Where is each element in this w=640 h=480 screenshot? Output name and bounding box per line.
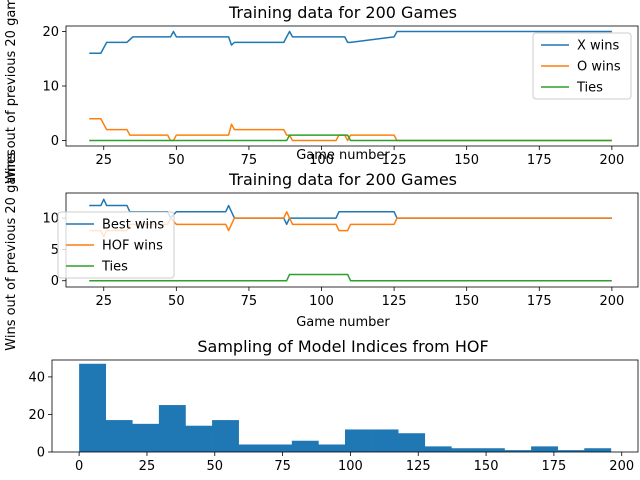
chart-title: Training data for 200 Games [228, 3, 457, 22]
series-line-o-wins [89, 117, 612, 142]
y-tick-label: 0 [37, 446, 45, 461]
x-tick-label: 100 [309, 153, 334, 168]
x-tick-label: 100 [338, 459, 363, 474]
series-line-ties [89, 134, 612, 142]
top-line-chart: Training data for 200 Games Game number … [42, 3, 639, 168]
y-tick-label: 0 [51, 134, 59, 149]
legend-label: X wins [577, 39, 620, 54]
legend-box [57, 211, 175, 279]
x-tick-label: 150 [454, 294, 479, 309]
y-axis-label-top: Wins out of previous 20 games [4, 0, 19, 184]
histogram-bar [477, 448, 505, 452]
x-tick-label: 175 [541, 459, 566, 474]
x-tick-label: 200 [599, 153, 624, 168]
histogram-bar [424, 446, 452, 452]
histogram-bar [584, 448, 612, 452]
y-tick-label: 10 [42, 80, 59, 95]
histogram-bar [371, 429, 399, 452]
x-axis-label: Game number [296, 148, 390, 163]
x-tick-label: 125 [406, 459, 431, 474]
histogram-bar [212, 420, 239, 452]
histogram-bar [398, 433, 426, 452]
x-tick-label: 25 [95, 294, 112, 309]
y-tick-label: 10 [42, 212, 59, 227]
x-tick-label: 75 [274, 459, 291, 474]
histogram-bar [185, 425, 213, 452]
y-tick-label: 40 [28, 370, 45, 385]
x-tick-label: 175 [527, 153, 552, 168]
x-tick-label: 150 [454, 153, 479, 168]
x-tick-label: 100 [309, 294, 334, 309]
x-tick-label: 75 [241, 153, 258, 168]
x-tick-label: 200 [599, 294, 624, 309]
histogram-bar [132, 423, 160, 452]
histogram-chart: Sampling of Model Indices from HOF 0 25 50… [28, 337, 639, 474]
series-line-ties [89, 273, 612, 282]
histogram-bar [158, 405, 186, 452]
histogram-bar [345, 429, 372, 452]
x-tick-label: 25 [95, 153, 112, 168]
legend-label: O wins [577, 60, 621, 75]
legend-box [532, 32, 632, 100]
histogram-bar [238, 444, 266, 452]
x-tick-label: 200 [609, 459, 634, 474]
chart-title: Training data for 200 Games [228, 170, 457, 189]
y-tick-label: 0 [51, 274, 59, 289]
y-tick-label: 20 [28, 408, 45, 423]
axes-spines [51, 359, 639, 453]
x-tick-label: 25 [139, 459, 156, 474]
x-tick-label: 50 [168, 294, 185, 309]
x-tick-label: 125 [382, 294, 407, 309]
y-tick-label: 5 [51, 243, 59, 258]
histogram-bar [451, 448, 479, 452]
histogram-bar [557, 450, 585, 452]
histogram-bar [504, 450, 532, 452]
histogram-bar [291, 440, 319, 452]
y-axis-label-middle: Wins out of previous 20 games [4, 149, 19, 351]
x-tick-label: 125 [382, 153, 407, 168]
chart-title: Sampling of Model Indices from HOF [197, 337, 488, 356]
x-tick-label: 0 [75, 459, 83, 474]
legend-label: HOF wins [102, 239, 163, 254]
y-tick-label: 20 [42, 25, 59, 40]
x-tick-label: 50 [207, 459, 224, 474]
legend-label: Ties [576, 81, 603, 96]
legend-label: Ties [101, 260, 128, 275]
histogram-bar [318, 444, 346, 452]
x-tick-label: 150 [474, 459, 499, 474]
legend-label: Best wins [102, 218, 164, 233]
x-tick-label: 175 [527, 294, 552, 309]
histogram-bar [265, 444, 293, 452]
histogram-bar [105, 420, 133, 452]
histogram-bar [79, 363, 107, 452]
series-line-x-wins [89, 30, 612, 55]
x-tick-label: 50 [168, 153, 185, 168]
x-tick-label: 75 [241, 294, 258, 309]
x-axis-label: Game number [296, 315, 390, 330]
middle-line-chart: Training data for 200 Games Game number … [42, 170, 639, 330]
histogram-bar [531, 446, 558, 452]
